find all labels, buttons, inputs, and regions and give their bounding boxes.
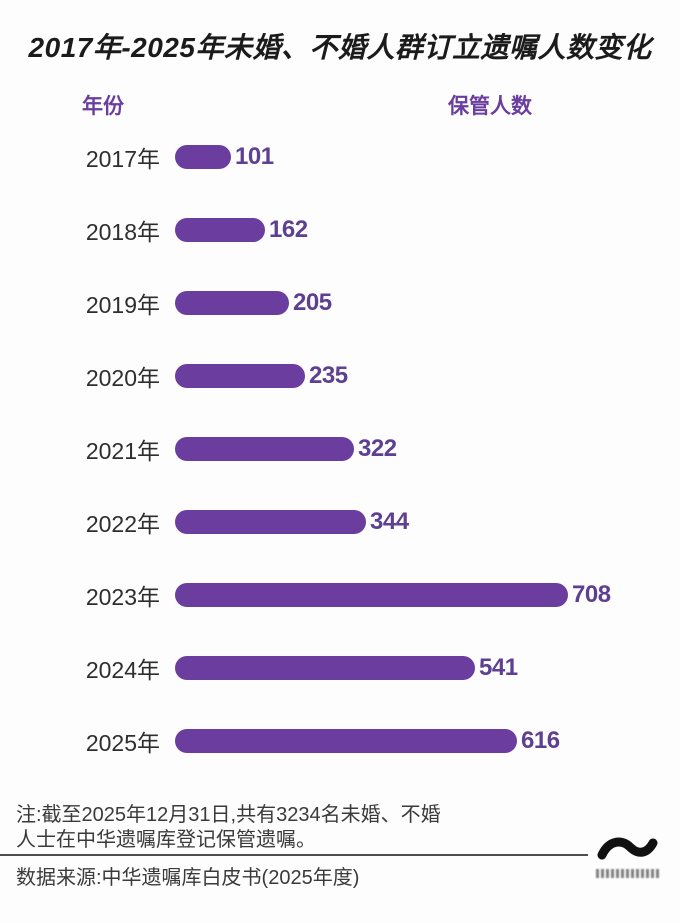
year-label: 2024年 bbox=[85, 656, 160, 683]
data-source: 数据来源:中华遗嘱库白皮书(2025年度) bbox=[16, 867, 360, 889]
bar-area: 708 bbox=[175, 581, 611, 609]
footnote: 注:截至2025年12月31日,共有3234名未婚、不婚 人士在中华遗嘱库登记保… bbox=[16, 803, 441, 853]
year-label: 2021年 bbox=[85, 437, 160, 464]
publisher-logo bbox=[596, 835, 660, 878]
value-label: 344 bbox=[370, 507, 409, 535]
chart-row: 2019年 205 bbox=[0, 266, 680, 339]
bar-area: 344 bbox=[175, 508, 409, 536]
chart-row: 2025年 616 bbox=[0, 704, 680, 777]
footnote-line-2: 人士在中华遗嘱库登记保管遗嘱。 bbox=[16, 829, 316, 851]
value-label: 616 bbox=[521, 726, 560, 754]
year-label: 2020年 bbox=[85, 364, 160, 391]
year-label: 2022年 bbox=[85, 510, 160, 537]
bar bbox=[175, 217, 265, 242]
bar-area: 205 bbox=[175, 289, 332, 317]
column-header-count: 保管人数 bbox=[448, 95, 532, 118]
chart-row: 2017年 101 bbox=[0, 120, 680, 193]
column-header-year: 年份 bbox=[82, 95, 124, 118]
chart-row: 2022年 344 bbox=[0, 485, 680, 558]
chart-row: 2018年 162 bbox=[0, 193, 680, 266]
bar-area: 541 bbox=[175, 654, 518, 682]
bar bbox=[175, 728, 517, 753]
bar-area: 322 bbox=[175, 435, 397, 463]
wave-logo-icon bbox=[597, 837, 659, 867]
value-label: 541 bbox=[479, 653, 518, 681]
chart-row: 2021年 322 bbox=[0, 412, 680, 485]
bar bbox=[175, 363, 305, 388]
year-label: 2025年 bbox=[85, 729, 160, 756]
bar bbox=[175, 436, 354, 461]
value-label: 708 bbox=[572, 580, 611, 608]
footnote-line-1: 注:截至2025年12月31日,共有3234名未婚、不婚 bbox=[16, 804, 441, 826]
value-label: 162 bbox=[269, 215, 308, 243]
bar-area: 235 bbox=[175, 362, 348, 390]
logo-watermark-text bbox=[596, 869, 660, 878]
chart-row: 2023年 708 bbox=[0, 558, 680, 631]
chart-rows: 2017年 101 2018年 162 2019年 205 2020年 235 2021年 322… bbox=[0, 120, 680, 777]
bar-area: 162 bbox=[175, 216, 308, 244]
footer-divider bbox=[0, 854, 588, 856]
value-label: 101 bbox=[235, 142, 274, 170]
bar bbox=[175, 582, 568, 607]
bar bbox=[175, 290, 289, 315]
year-label: 2017年 bbox=[85, 145, 160, 172]
chart-row: 2024年 541 bbox=[0, 631, 680, 704]
bar bbox=[175, 144, 231, 169]
bar bbox=[175, 655, 475, 680]
value-label: 235 bbox=[309, 361, 348, 389]
year-label: 2023年 bbox=[85, 583, 160, 610]
bar-area: 616 bbox=[175, 727, 560, 755]
year-label: 2019年 bbox=[85, 291, 160, 318]
bar-area: 101 bbox=[175, 143, 274, 171]
bar bbox=[175, 509, 366, 534]
value-label: 322 bbox=[358, 434, 397, 462]
page-title: 2017年-2025年未婚、不婚人群订立遗嘱人数变化 bbox=[28, 32, 652, 63]
year-label: 2018年 bbox=[85, 218, 160, 245]
value-label: 205 bbox=[293, 288, 332, 316]
chart-row: 2020年 235 bbox=[0, 339, 680, 412]
